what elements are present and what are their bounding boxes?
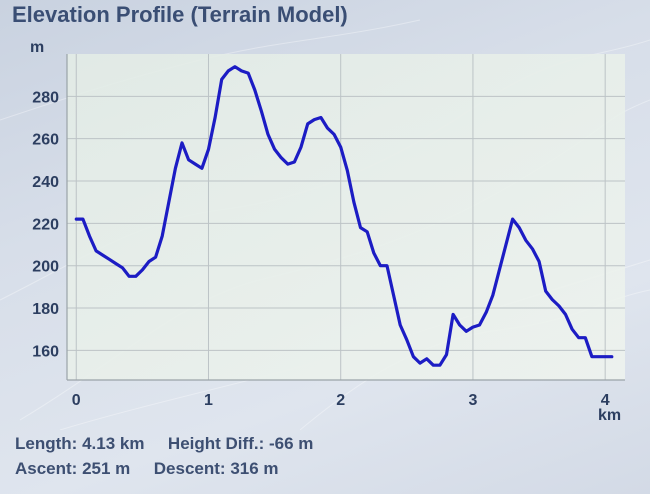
- x-axis-label: km: [598, 407, 621, 424]
- y-tick-labels: 160 180 200 220 240 260 280: [32, 89, 59, 360]
- y-tick-label: 160: [32, 343, 59, 360]
- descent-label: Descent:: [153, 459, 226, 478]
- y-axis-label: m: [30, 39, 44, 56]
- length-value: 4.13 km: [82, 434, 145, 453]
- y-tick-label: 180: [32, 301, 59, 318]
- gridlines: [67, 54, 625, 380]
- elevation-series-line: [74, 65, 614, 367]
- length-label: Length:: [15, 434, 78, 453]
- height-diff-label: Height Diff.:: [167, 434, 265, 453]
- ascent-value: 251 m: [82, 459, 131, 478]
- x-tick-label: 2: [336, 392, 345, 409]
- stats-row-length: Length: 4.13 km Height Diff.: -66 m: [15, 434, 313, 454]
- ascent-label: Ascent:: [15, 459, 78, 478]
- chart-title: Elevation Profile (Terrain Model): [12, 2, 348, 27]
- y-tick-label: 220: [32, 216, 59, 233]
- axes: [66, 54, 625, 381]
- x-tick-label: 0: [72, 392, 81, 409]
- y-tick-label: 260: [32, 132, 59, 149]
- elevation-chart: 160 180 200 220 240 260 280 0 1 2 3 4 m km: [30, 39, 625, 424]
- y-tick-label: 200: [32, 259, 59, 276]
- stats-row-ascent: Ascent: 251 m Descent: 316 m: [15, 459, 279, 479]
- x-tick-label: 3: [468, 392, 477, 409]
- plot-area: [67, 54, 625, 380]
- x-tick-labels: 0 1 2 3 4: [72, 392, 610, 409]
- y-tick-label: 280: [32, 89, 59, 106]
- y-tick-label: 240: [32, 174, 59, 191]
- x-tick-label: 1: [204, 392, 213, 409]
- x-tick-label: 4: [601, 392, 610, 409]
- descent-value: 316 m: [230, 459, 279, 478]
- height-diff-value: -66 m: [268, 434, 314, 453]
